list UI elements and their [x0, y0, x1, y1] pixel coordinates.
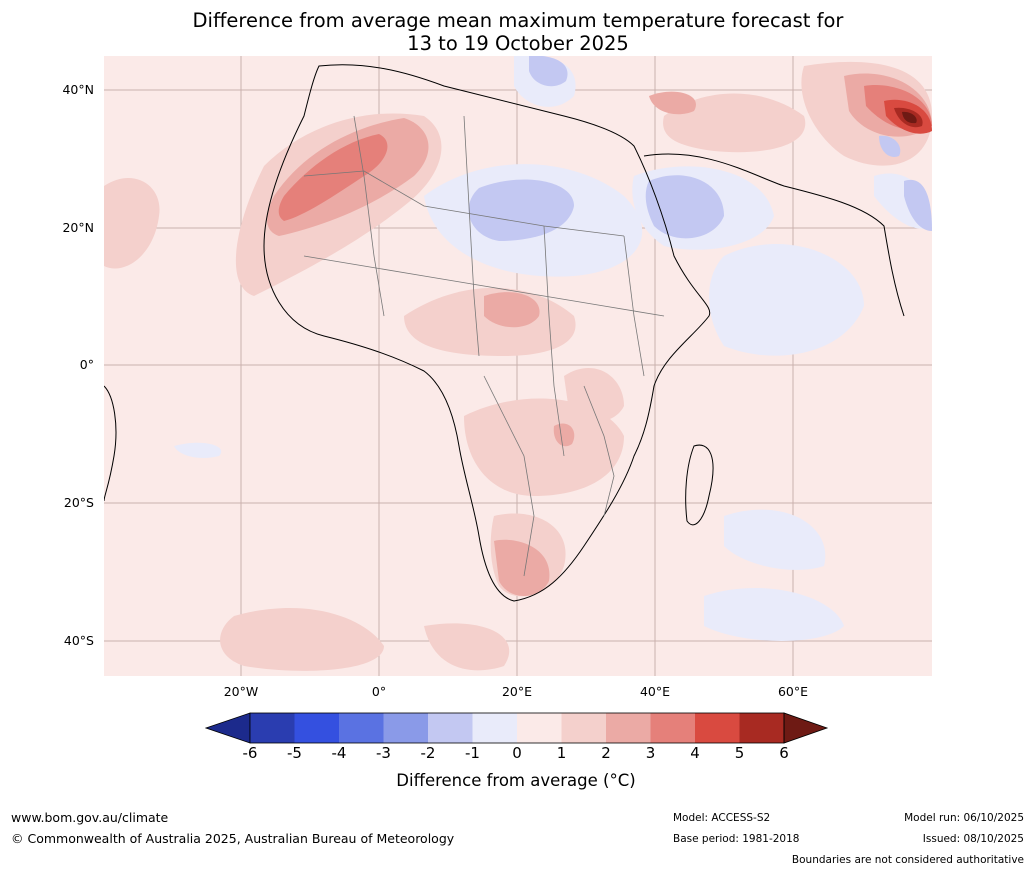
map-svg — [104, 56, 932, 676]
lon-label-0: 0° — [371, 684, 387, 699]
lat-label-20s: 20°S — [63, 495, 94, 510]
colorbar-tick-label: 1 — [556, 744, 567, 762]
colorbar — [205, 712, 829, 744]
colorbar-tick-label: -4 — [331, 744, 347, 762]
coastlines — [104, 64, 905, 602]
lat-label-20n: 20°N — [62, 220, 94, 235]
lon-label-20e: 20°E — [501, 684, 533, 699]
colorbar-segment — [695, 713, 740, 743]
colorbar-tick-label: 5 — [734, 744, 745, 762]
title-line-2: 13 to 19 October 2025 — [407, 32, 629, 55]
colorbar-tick-label: 3 — [645, 744, 656, 762]
lat-label-equator: 0° — [79, 357, 94, 372]
lat-label-40s: 40°S — [63, 633, 94, 648]
colorbar-tick-label: 2 — [601, 744, 611, 762]
colorbar-segment — [739, 713, 784, 743]
lon-label-60e: 60°E — [777, 684, 809, 699]
footer-disclaimer: Boundaries are not considered authoritat… — [791, 854, 1024, 866]
colorbar-segment — [606, 713, 651, 743]
colorbar-tick-label: 0 — [512, 744, 522, 762]
forecast-map — [104, 56, 932, 676]
colorbar-segment — [650, 713, 695, 743]
colorbar-label: Difference from average (°C) — [396, 771, 636, 790]
colorbar-segment — [383, 713, 428, 743]
colorbar-tick-label: -2 — [420, 744, 436, 762]
footer-model: Model: ACCESS-S2 — [673, 812, 771, 824]
footer-issued: Issued: 08/10/2025 — [922, 833, 1024, 845]
anomaly-4-to-6 — [884, 99, 932, 134]
colorbar-segment — [472, 713, 517, 743]
colorbar-tick-label: -3 — [376, 744, 391, 762]
colorbar-segment — [561, 713, 606, 743]
colorbar-segment — [294, 713, 339, 743]
colorbar-segment — [517, 713, 562, 743]
anomaly-minus2-to-minus1 — [468, 56, 932, 241]
colorbar-segment — [339, 713, 384, 743]
chart-title: Difference from average mean maximum tem… — [104, 9, 932, 55]
colorbar-segment — [250, 713, 295, 743]
footer-website[interactable]: www.bom.gov.au/climate — [11, 810, 169, 825]
lon-label-40e: 40°E — [639, 684, 671, 699]
country-borders — [303, 115, 665, 577]
colorbar-tick-label: 6 — [779, 744, 789, 762]
colorbar-tick-label: -1 — [465, 744, 480, 762]
colorbar-tick-label: -6 — [242, 744, 258, 762]
footer-copyright: © Commonwealth of Australia 2025, Austra… — [11, 831, 455, 846]
colorbar-tick-label: 4 — [690, 744, 700, 762]
colorbar-frame — [249, 712, 785, 744]
footer-base-period: Base period: 1981-2018 — [673, 833, 800, 845]
lat-label-40n: 40°N — [62, 82, 94, 97]
colorbar-segment — [428, 713, 473, 743]
lon-label-20w: 20°W — [223, 684, 259, 699]
footer-model-run: Model run: 06/10/2025 — [904, 812, 1024, 824]
colorbar-extend-high — [783, 712, 829, 744]
colorbar-tick-label: -5 — [287, 744, 302, 762]
colorbar-extend-low — [205, 712, 251, 744]
title-line-1: Difference from average mean maximum tem… — [192, 9, 844, 32]
